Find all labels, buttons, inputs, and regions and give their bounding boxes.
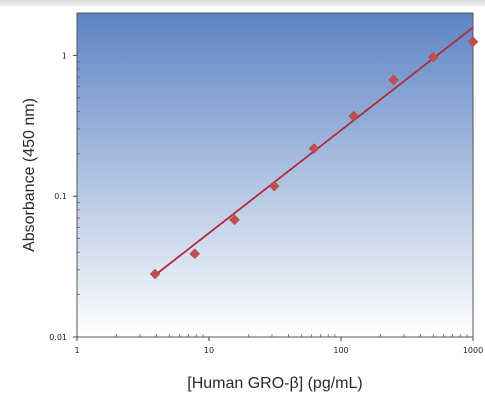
data-point bbox=[268, 180, 280, 192]
data-point bbox=[308, 143, 320, 154]
data-point bbox=[149, 268, 161, 280]
x-tick-label: 10 bbox=[204, 346, 214, 355]
y-tick-label: 1 bbox=[62, 51, 67, 60]
y-axis-label: Absorbance (450 nm) bbox=[21, 98, 38, 252]
data-point bbox=[189, 248, 201, 260]
data-point bbox=[427, 51, 439, 63]
plot-area bbox=[76, 12, 474, 338]
data-points-layer bbox=[149, 36, 479, 280]
x-tick-label: 1000 bbox=[463, 346, 483, 355]
data-point bbox=[467, 36, 479, 48]
data-point bbox=[229, 214, 240, 226]
axis-ticks: 1 10 100 1000 0.01 0.1 1 bbox=[49, 12, 483, 355]
x-tick-label: 100 bbox=[333, 346, 348, 355]
x-axis-label: [Human GRO-β] (pg/mL) bbox=[187, 375, 362, 392]
data-point bbox=[388, 74, 399, 86]
top-frame-bar bbox=[0, 0, 485, 6]
y-tick-label: 0.1 bbox=[54, 192, 67, 201]
data-point bbox=[348, 110, 360, 122]
x-tick-label: 1 bbox=[74, 346, 79, 355]
y-tick-label: 0.01 bbox=[49, 333, 67, 342]
